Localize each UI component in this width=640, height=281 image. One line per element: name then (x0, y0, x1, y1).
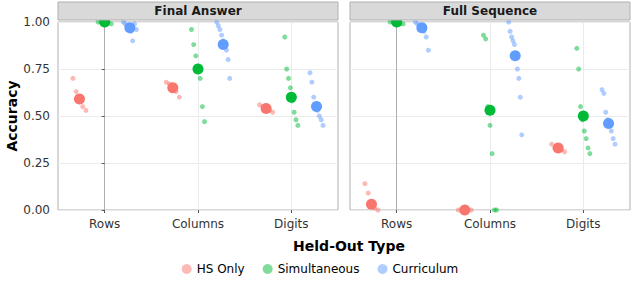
svg-text:Columns: Columns (464, 217, 516, 231)
svg-text:0.00: 0.00 (23, 203, 50, 217)
svg-text:Final Answer: Final Answer (154, 4, 241, 18)
svg-text:1.00: 1.00 (23, 15, 50, 29)
svg-text:Columns: Columns (172, 217, 224, 231)
svg-text:0.50: 0.50 (23, 109, 50, 123)
svg-text:Held-Out Type: Held-Out Type (293, 238, 405, 254)
svg-text:Rows: Rows (89, 217, 120, 231)
svg-text:Rows: Rows (381, 217, 412, 231)
svg-text:Accuracy: Accuracy (4, 80, 20, 151)
svg-text:Simultaneous: Simultaneous (278, 262, 360, 276)
svg-text:Digits: Digits (566, 217, 600, 231)
svg-text:Full Sequence: Full Sequence (443, 4, 537, 18)
svg-text:0.25: 0.25 (23, 156, 50, 170)
svg-text:Digits: Digits (274, 217, 308, 231)
svg-text:0.75: 0.75 (23, 62, 50, 76)
svg-text:Curriculum: Curriculum (392, 262, 458, 276)
svg-text:HS Only: HS Only (197, 262, 245, 276)
